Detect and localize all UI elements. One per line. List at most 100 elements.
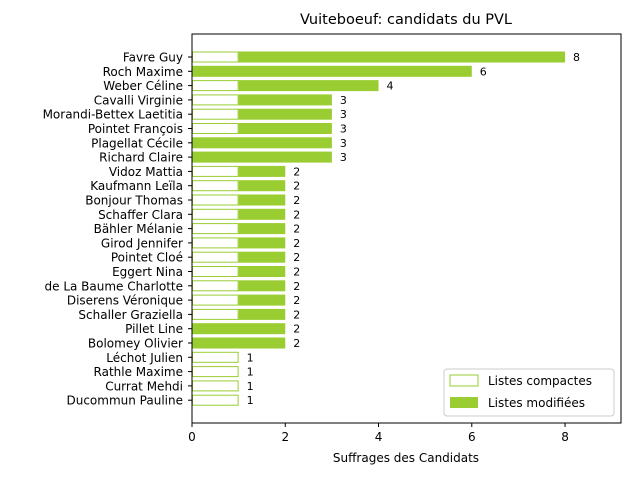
value-label: 2 — [293, 323, 300, 336]
bar-compactes — [192, 394, 239, 406]
category-label: Bähler Mélanie — [94, 222, 183, 236]
x-tick-label: 6 — [468, 430, 476, 444]
category-label: Vidoz Mattia — [109, 165, 183, 179]
bar-compactes — [192, 308, 239, 320]
value-label: 8 — [573, 51, 580, 64]
x-tick-label: 2 — [281, 430, 289, 444]
category-label: Pillet Line — [125, 322, 183, 336]
value-label: 4 — [387, 80, 394, 93]
value-label: 1 — [247, 394, 254, 407]
legend-swatch-modifiees — [450, 397, 478, 408]
value-label: 2 — [293, 208, 300, 221]
bar-modifiees — [238, 165, 286, 177]
category-label: Diserens Véronique — [67, 294, 183, 308]
bar-modifiees — [238, 208, 286, 220]
value-label: 3 — [340, 108, 347, 121]
bar-modifiees — [238, 108, 332, 120]
bars-group — [192, 51, 566, 406]
category-label: Favre Guy — [123, 51, 183, 65]
bar-modifiees — [238, 280, 286, 292]
bar-compactes — [192, 180, 239, 192]
category-label: Richard Claire — [99, 151, 183, 165]
bar-compactes — [192, 380, 239, 392]
x-axis: 0 2 4 6 8 — [188, 423, 569, 444]
bar-modifiees — [192, 151, 332, 163]
value-label: 2 — [293, 237, 300, 250]
category-label: Eggert Nina — [112, 265, 183, 279]
category-label: Kaufmann Leïla — [90, 179, 183, 193]
bar-compactes — [192, 280, 239, 292]
bar-modifiees — [238, 123, 332, 134]
bar-compactes — [192, 94, 239, 106]
legend-label-compactes: Listes compactes — [488, 374, 592, 388]
value-label: 2 — [293, 194, 300, 207]
category-label: Weber Céline — [103, 79, 183, 93]
category-label: Ducommun Pauline — [66, 394, 183, 408]
bar-compactes — [192, 251, 239, 263]
category-label: Morandi-Bettex Laetitia — [43, 108, 183, 122]
legend-swatch-compactes — [449, 374, 479, 387]
category-label: Girod Jennifer — [101, 236, 183, 250]
value-label: 1 — [247, 351, 254, 364]
bar-compactes — [192, 123, 239, 134]
value-label: 3 — [340, 137, 347, 150]
bar-compactes — [192, 366, 239, 378]
bar-modifiees — [238, 51, 566, 63]
value-label: 3 — [340, 151, 347, 164]
bar-modifiees — [238, 80, 379, 92]
value-label: 2 — [293, 180, 300, 193]
bar-compactes — [192, 108, 239, 120]
legend-box — [443, 368, 615, 417]
legend: Listes compactes Listes modifiées — [443, 368, 615, 417]
bar-modifiees — [238, 294, 286, 306]
value-label: 3 — [340, 94, 347, 107]
plot-frame — [191, 33, 622, 424]
bar-compactes — [192, 51, 239, 63]
category-label: Pointet Cloé — [111, 251, 183, 265]
bar-compactes — [192, 208, 239, 220]
bar-compactes — [192, 294, 239, 306]
category-label: Rathle Maxime — [94, 365, 183, 379]
x-axis-label: Suffrages des Candidats — [333, 451, 479, 465]
value-label: 6 — [480, 65, 487, 78]
bar-modifiees — [192, 137, 332, 149]
category-label: Plagellat Cécile — [91, 136, 183, 150]
bar-compactes — [192, 237, 239, 249]
x-tick-label: 0 — [188, 430, 196, 444]
value-label: 2 — [293, 308, 300, 321]
x-tick-label: 8 — [561, 430, 569, 444]
bar-modifiees — [238, 223, 286, 235]
category-label: Roch Maxime — [103, 65, 183, 79]
value-label: 2 — [293, 280, 300, 293]
category-label: Schaller Graziella — [78, 308, 183, 322]
category-label: Bolomey Olivier — [88, 337, 183, 351]
category-label: Currat Mehdi — [105, 379, 183, 393]
bar-modifiees — [238, 251, 286, 263]
value-label: 2 — [293, 337, 300, 350]
bar-modifiees — [238, 237, 286, 249]
bar-modifiees — [238, 308, 286, 320]
bar-modifiees — [192, 65, 472, 77]
bar-modifiees — [238, 266, 286, 277]
category-label: Pointet François — [88, 122, 183, 136]
bar-modifiees — [192, 323, 286, 335]
bar-compactes — [192, 266, 239, 277]
value-label: 2 — [293, 294, 300, 307]
bar-modifiees — [238, 194, 286, 206]
bar-compactes — [192, 194, 239, 206]
value-label: 2 — [293, 165, 300, 178]
value-label: 2 — [293, 266, 300, 279]
bar-compactes — [192, 223, 239, 235]
chart-title: Vuiteboeuf: candidats du PVL — [300, 12, 512, 28]
category-label: Bonjour Thomas — [85, 194, 183, 208]
category-label: Léchot Julien — [106, 351, 183, 365]
legend-label-modifiees: Listes modifiées — [488, 396, 585, 410]
category-label: de La Baume Charlotte — [45, 279, 184, 293]
value-label: 2 — [293, 251, 300, 264]
x-tick-label: 4 — [375, 430, 383, 444]
value-label: 3 — [340, 123, 347, 136]
bar-modifiees — [238, 94, 332, 106]
